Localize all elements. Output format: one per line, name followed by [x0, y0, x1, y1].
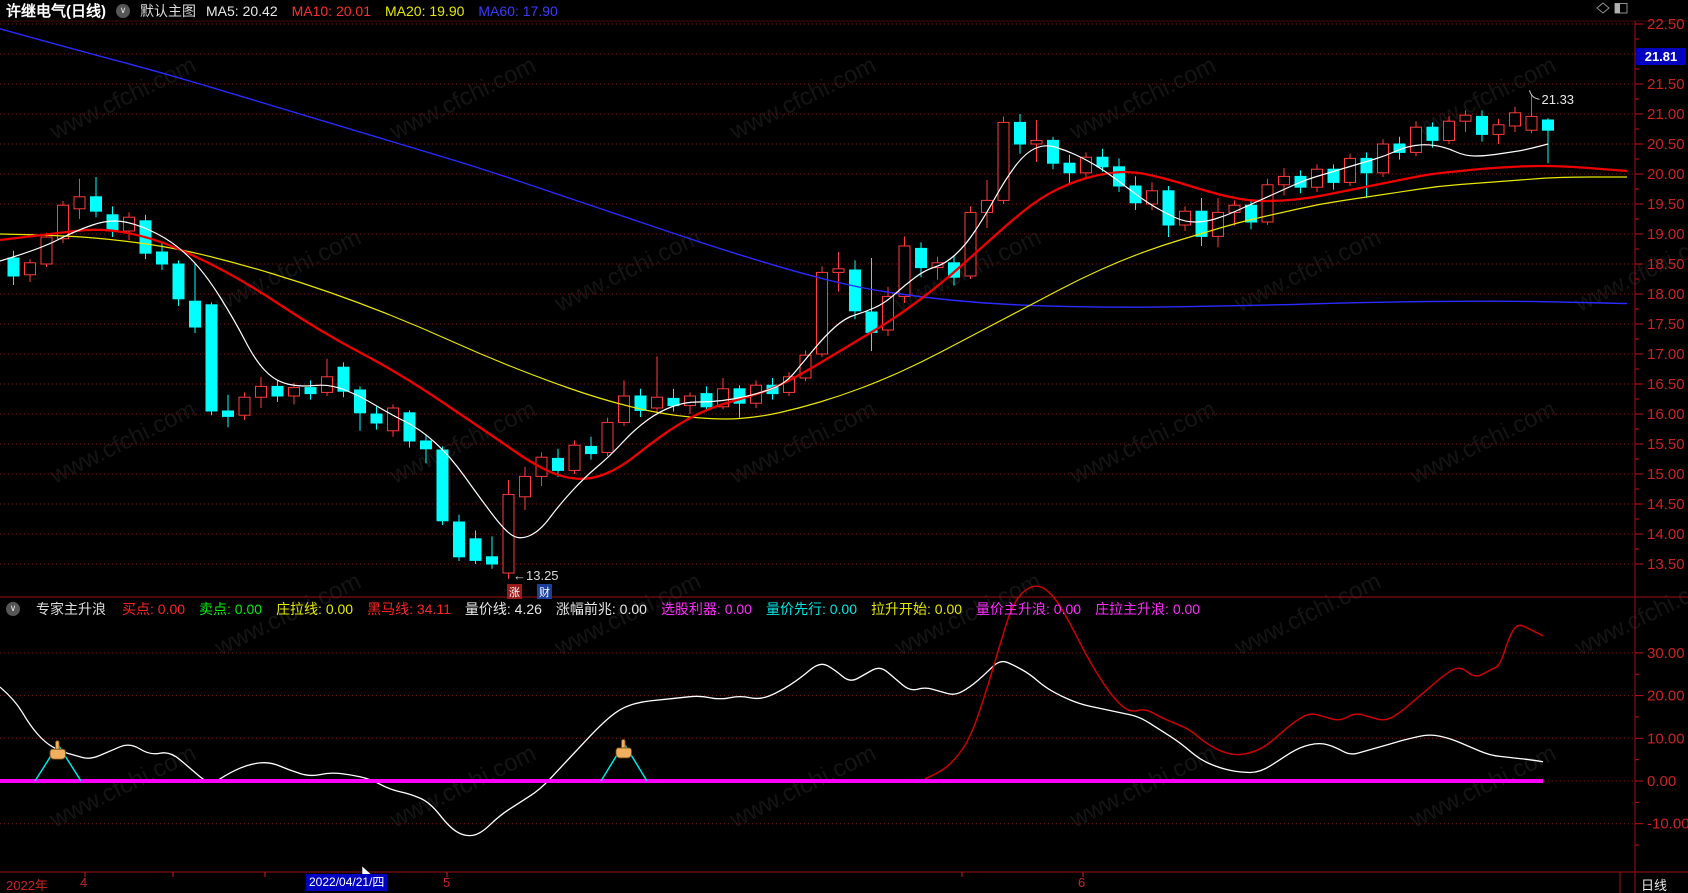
ma-item: MA10: 20.01: [291, 2, 371, 19]
indicator-header: 专家主升浪 买点: 0.00 卖点: 0.00 庄拉线: 0.00 黑马线: 34.1…: [0, 599, 1214, 618]
x-axis-label: 6: [1078, 875, 1086, 890]
svg-text:17.00: 17.00: [1647, 346, 1685, 363]
layout-label: 默认主图: [140, 2, 196, 19]
svg-text:16.50: 16.50: [1647, 376, 1685, 393]
svg-text:14.00: 14.00: [1647, 526, 1685, 543]
svg-text:www.cfchi.com: www.cfchi.com: [45, 52, 200, 146]
ma-line-MA5: [0, 143, 1549, 539]
indicator-field: 卖点: 0.00: [199, 600, 263, 617]
gridlines: [0, 23, 1635, 825]
svg-text:21.00: 21.00: [1647, 106, 1685, 123]
svg-text:www.cfchi.com: www.cfchi.com: [210, 224, 365, 318]
svg-text:18.50: 18.50: [1647, 256, 1685, 273]
indicator-field: 涨幅前兆: 0.00: [555, 600, 647, 617]
current-price-badge: 21.81: [1636, 48, 1686, 65]
svg-text:www.cfchi.com: www.cfchi.com: [1405, 740, 1560, 834]
svg-text:www.cfchi.com: www.cfchi.com: [1065, 52, 1220, 146]
chart-corner-icons[interactable]: [1596, 2, 1628, 14]
svg-text:10.00: 10.00: [1647, 730, 1685, 747]
svg-text:20.00: 20.00: [1647, 166, 1685, 183]
indicator-field: 选股利器: 0.00: [660, 600, 752, 617]
svg-text:21.50: 21.50: [1647, 76, 1685, 93]
ma-item: MA20: 19.90: [385, 2, 465, 19]
chevron-down-icon[interactable]: [6, 601, 20, 616]
chevron-down-icon[interactable]: [116, 3, 130, 18]
ma-values: MA5: 20.42 MA10: 20.01 MA20: 19.90 MA60: 17…: [206, 3, 572, 19]
indicator-name: 专家主升浪: [36, 600, 106, 617]
indicator-values: 买点: 0.00 卖点: 0.00 庄拉线: 0.00 黑马线: 34.11 量价线: …: [122, 599, 1214, 619]
svg-text:←13.25: ←13.25: [513, 568, 559, 583]
x-axis-label: 2022年: [6, 878, 48, 893]
selected-date-badge: 2022/04/21/四: [306, 874, 388, 891]
x-axis-label: 5: [443, 875, 451, 890]
axis-frame: 22.50 21.50 21.00 20.50 20.00 19.50 19.00 18.50…: [0, 16, 1688, 893]
svg-text:www.cfchi.com: www.cfchi.com: [725, 52, 880, 146]
svg-text:www.cfchi.com: www.cfchi.com: [385, 396, 540, 490]
indicator-field: 量价线: 4.26: [464, 600, 542, 617]
svg-text:13.50: 13.50: [1647, 556, 1685, 573]
indicator-field: 买点: 0.00: [122, 600, 186, 617]
svg-text:30.00: 30.00: [1647, 645, 1685, 662]
hand-up-icon: [615, 739, 632, 759]
svg-text:0.00: 0.00: [1647, 773, 1676, 790]
indicator-field: 量价先行: 0.00: [765, 600, 857, 617]
watermark-layer: www.cfchi.com www.cfchi.com www.cfchi.com w…: [45, 52, 1688, 834]
svg-text:14.50: 14.50: [1647, 496, 1685, 513]
svg-text:www.cfchi.com: www.cfchi.com: [385, 52, 540, 146]
indicator-red-line: [924, 585, 1544, 780]
svg-text:www.cfchi.com: www.cfchi.com: [45, 396, 200, 490]
svg-text:17.50: 17.50: [1647, 316, 1685, 333]
main-chart-header: 许继电气(日线) 默认主图 MA5: 20.42 MA10: 20.01 MA20:…: [0, 0, 572, 21]
svg-text:15.50: 15.50: [1647, 436, 1685, 453]
svg-text:-10.00: -10.00: [1647, 816, 1688, 833]
svg-text:19.50: 19.50: [1647, 196, 1685, 213]
svg-text:www.cfchi.com: www.cfchi.com: [550, 224, 705, 318]
svg-text:www.cfchi.com: www.cfchi.com: [725, 396, 880, 490]
ma-item: MA5: 20.42: [206, 2, 278, 19]
buy-signal-marker: [34, 740, 82, 782]
period-selector[interactable]: 日线: [1641, 878, 1668, 893]
svg-text:20.50: 20.50: [1647, 136, 1685, 153]
indicator-field: 量价主升浪: 0.00: [976, 600, 1082, 617]
svg-text:22.50: 22.50: [1647, 16, 1685, 33]
svg-text:财: 财: [539, 585, 550, 599]
ma-line-MA10: [0, 164, 1628, 480]
svg-text:19.00: 19.00: [1647, 226, 1685, 243]
svg-text:www.cfchi.com: www.cfchi.com: [725, 740, 880, 834]
svg-text:16.00: 16.00: [1647, 406, 1685, 423]
indicator-white-line: [0, 660, 1544, 837]
candlestick-series: [7, 94, 1554, 579]
svg-text:20.00: 20.00: [1647, 688, 1685, 705]
indicator-field: 庄拉主升浪: 0.00: [1095, 600, 1201, 617]
svg-text:21.33: 21.33: [1542, 92, 1575, 107]
ma-line-MA20: [0, 176, 1627, 420]
diamond-icon: [1596, 2, 1610, 14]
indicator-field: 庄拉线: 0.00: [276, 600, 354, 617]
svg-text:涨: 涨: [509, 586, 520, 599]
hand-up-icon: [49, 740, 66, 760]
svg-text:www.cfchi.com: www.cfchi.com: [1065, 396, 1220, 490]
svg-text:15.00: 15.00: [1647, 466, 1685, 483]
ma-item: MA60: 17.90: [478, 2, 558, 19]
svg-text:www.cfchi.com: www.cfchi.com: [1230, 568, 1385, 662]
annotations: ←13.25 涨 财 21.33: [507, 90, 1574, 599]
stock-title: 许继电气(日线): [6, 3, 106, 20]
buy-signal-marker: [600, 739, 648, 782]
svg-text:18.00: 18.00: [1647, 286, 1685, 303]
svg-text:www.cfchi.com: www.cfchi.com: [1405, 396, 1560, 490]
svg-text:www.cfchi.com: www.cfchi.com: [1065, 740, 1220, 834]
ma-line-MA60: [0, 28, 1628, 308]
x-axis-label: 4: [80, 875, 88, 890]
indicator-field: 黑马线: 34.11: [367, 600, 451, 617]
indicator-field: 拉升开始: 0.00: [871, 600, 963, 617]
svg-text:www.cfchi.com: www.cfchi.com: [385, 740, 540, 834]
